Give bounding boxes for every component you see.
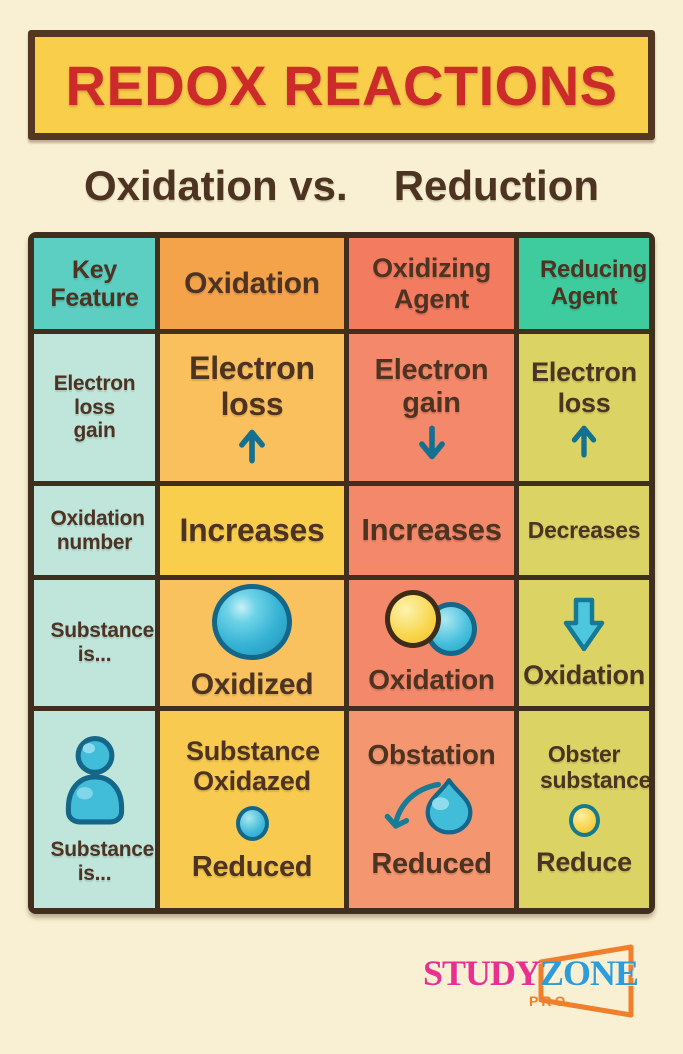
cell-reducing-oxidation: Oxidation	[519, 580, 649, 706]
cell-reducing-obster-substance: Obster substance Reduce	[519, 711, 649, 908]
footer: STUDYZONE PRO	[0, 944, 683, 1018]
header-key-feature: Key Feature	[34, 238, 155, 329]
header-oxidation: Oxidation	[160, 238, 344, 329]
logo-frame-icon	[538, 944, 634, 1018]
cell-feature-substance-is: Substance is...	[34, 580, 155, 706]
cell-oxidizing-obstation: Obstation Reduced	[349, 711, 514, 908]
cell-caption: Reduced	[371, 847, 492, 880]
cell-oxidation-electron-loss: Electron loss	[160, 334, 344, 481]
curved-arrow-water-drop-icon	[384, 778, 472, 835]
cell-text: Obster substance	[540, 741, 649, 793]
logo-pro: PRO	[529, 993, 569, 1009]
title-banner: REDOX REACTIONS	[28, 30, 655, 140]
logo-wordmark: STUDYZONE	[423, 952, 639, 994]
cell-oxidation-increases: Increases	[160, 486, 344, 575]
down-arrow-icon	[418, 425, 445, 460]
studyzone-logo: STUDYZONE PRO	[423, 944, 651, 1018]
cell-caption: Oxidation	[368, 664, 495, 696]
cell-oxidation-substance-oxidazed: Substance Oxidazed Reduced	[160, 711, 344, 908]
small-yellow-sphere-icon	[568, 803, 600, 837]
cell-oxidizing-oxidation: Oxidation	[349, 580, 514, 706]
small-blue-sphere-icon	[235, 806, 269, 841]
feature-label: Electron loss gain	[53, 372, 136, 443]
logo-zone: ZONE	[540, 953, 639, 993]
cell-caption: Oxidation	[523, 659, 645, 690]
yellow-sphere-icon	[384, 590, 441, 649]
cell-caption: Reduced	[191, 851, 313, 883]
up-arrow-icon	[571, 425, 597, 458]
cell-reducing-electron-loss: Electron loss	[519, 334, 649, 481]
cell-text: Increases	[179, 511, 325, 548]
blue-sphere-icon	[212, 584, 292, 661]
cell-text: Substance Oxidazed	[186, 735, 320, 796]
cell-caption: Reduce	[536, 846, 632, 877]
cell-reducing-decreases: Decreases	[519, 486, 649, 575]
cell-text: Electron gain	[374, 354, 489, 419]
header-label: Oxidation	[184, 266, 320, 300]
feature-label: Substance is...	[50, 837, 155, 885]
logo-study: STUDY	[423, 953, 541, 993]
cell-text: Electron loss	[531, 357, 637, 418]
feature-label: Oxidation number	[50, 506, 145, 554]
header-reducing-agent: Reducing Agent	[519, 238, 649, 329]
cell-text: Decreases	[527, 516, 641, 543]
cell-text: Increases	[361, 512, 502, 548]
cell-oxidation-oxidized: Oxidized	[160, 580, 344, 706]
redox-poster: REDOX REACTIONS Oxidation vs. Reduction …	[0, 30, 683, 1054]
cell-text: Obstation	[367, 738, 496, 770]
header-label: Reducing Agent	[540, 255, 647, 310]
header-label: Key Feature	[50, 255, 139, 312]
comparison-table: Key Feature Oxidation Oxidizing Agent Re…	[28, 232, 655, 914]
feature-label: Substance is...	[50, 619, 155, 666]
cell-caption: Oxidized	[190, 668, 314, 702]
header-oxidizing-agent: Oxidizing Agent	[349, 238, 514, 329]
subtitle: Oxidation vs. Reduction	[0, 162, 683, 210]
cell-text: Electron loss	[189, 349, 315, 422]
header-label: Oxidizing Agent	[372, 253, 491, 314]
subtitle-oxidation: Oxidation vs.	[83, 162, 348, 209]
yellow-blue-spheres-icon	[379, 590, 485, 658]
poster-title: REDOX REACTIONS	[65, 53, 618, 117]
cell-feature-oxidation-number: Oxidation number	[34, 486, 155, 575]
cell-feature-electron-transfer: Electron loss gain	[34, 334, 155, 481]
subtitle-reduction: Reduction	[393, 162, 600, 209]
cell-feature-substance-is-2: Substance is...	[34, 711, 155, 908]
cell-oxidizing-electron-gain: Electron gain	[349, 334, 514, 481]
person-icon	[65, 736, 124, 825]
block-down-arrow-icon	[563, 597, 605, 652]
up-arrow-icon	[239, 430, 265, 464]
cell-oxidizing-increases: Increases	[349, 486, 514, 575]
